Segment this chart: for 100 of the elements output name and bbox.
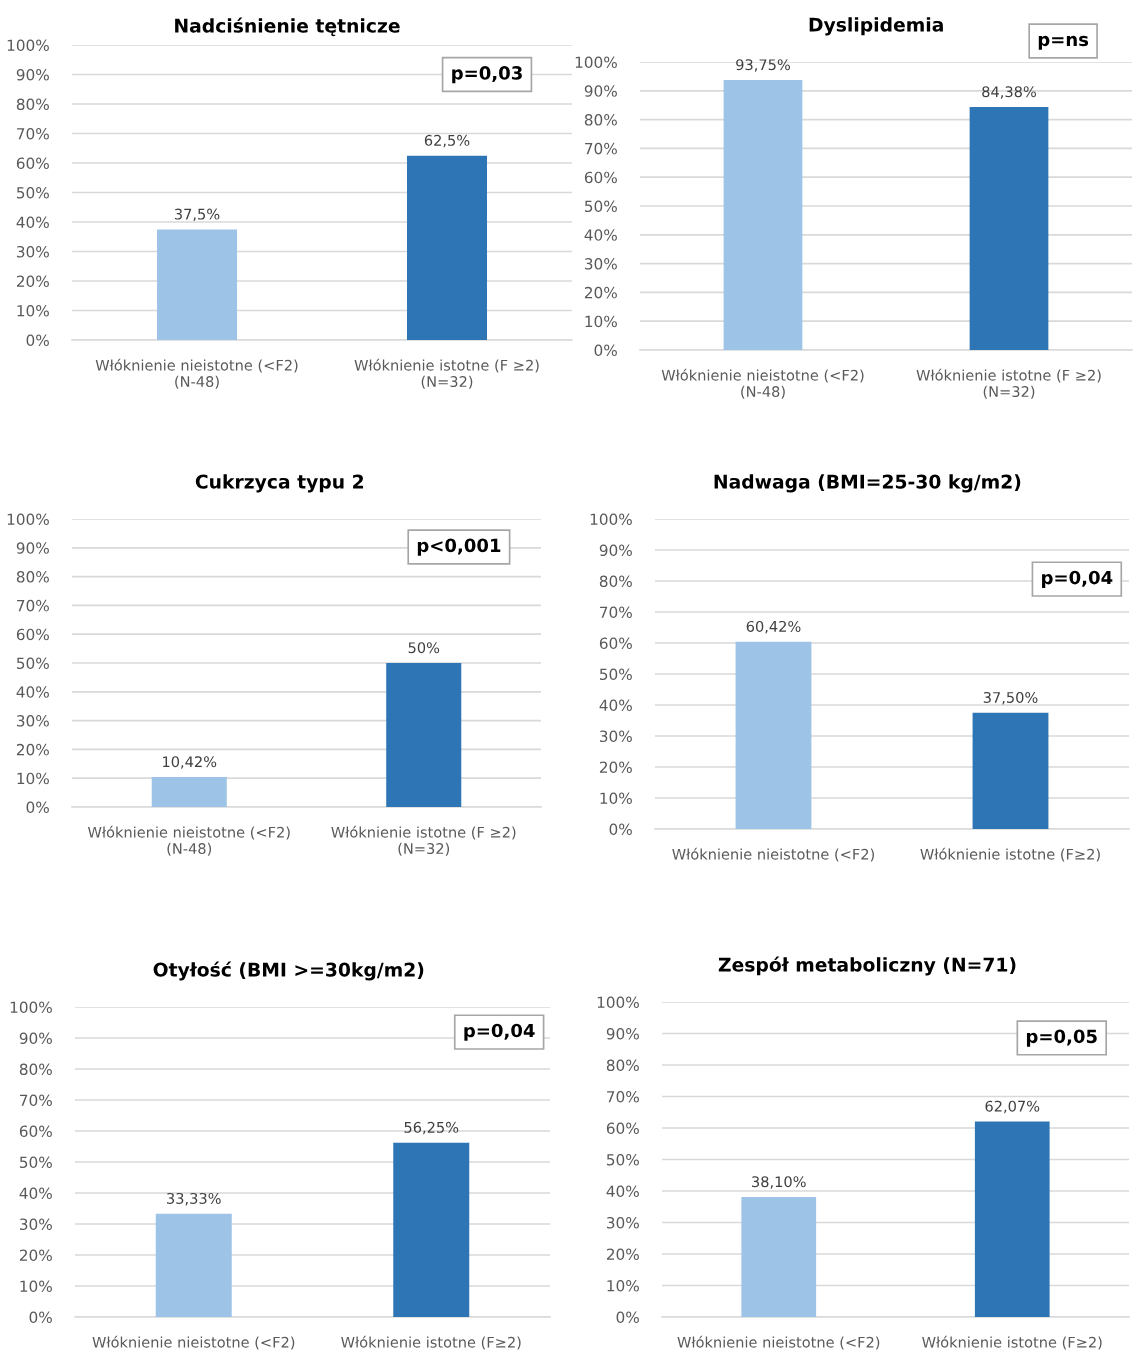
y-tick-label: 0%	[26, 334, 49, 347]
y-tick-label: 100%	[7, 39, 49, 52]
data-label: 84,38%	[982, 86, 1036, 99]
y-tick-label: 10%	[17, 304, 49, 317]
annotation: p=0,03	[452, 66, 522, 84]
y-tick-label: 20%	[16, 743, 49, 756]
y-tick-label: 30%	[19, 1218, 52, 1231]
x-tick-label: Włóknienie nieistotne (<F2)	[672, 847, 874, 862]
x-tick-label: Włóknienie istotne (F≥2)	[341, 1335, 521, 1350]
y-tick-label: 50%	[20, 1156, 52, 1169]
y-tick-label: 90%	[599, 544, 632, 557]
y-tick-label: 60%	[606, 1122, 639, 1135]
y-tick-label: 70%	[17, 599, 49, 612]
data-label: 56,25%	[404, 1121, 459, 1135]
data-label: 10,42%	[163, 756, 217, 769]
y-tick-label: 90%	[19, 1032, 52, 1045]
y-tick-label: 10%	[600, 792, 632, 805]
y-tick-label: 20%	[16, 275, 49, 288]
x-tick-label: Włóknienie istotne (F ≥2) (N=32)	[331, 825, 516, 856]
y-tick-label: 30%	[599, 730, 632, 743]
data-label: 62,5%	[424, 134, 470, 148]
y-tick-label: 80%	[599, 575, 632, 588]
y-tick-label: 60%	[16, 628, 49, 641]
y-tick-label: 60%	[599, 637, 632, 650]
y-tick-label: 0%	[29, 1311, 52, 1324]
y-tick-label: 50%	[607, 1153, 639, 1166]
y-tick-label: 100%	[10, 1001, 52, 1014]
chart-title: Otyłość (BMI >=30kg/m2)	[153, 961, 424, 981]
annotation: p=0,04	[464, 1023, 535, 1041]
x-tick-label: Włóknienie istotne (F≥2)	[920, 847, 1100, 862]
y-tick-label: 80%	[16, 571, 49, 583]
x-tick-label: Włóknienie nieistotne (<F2) (N-48)	[87, 825, 290, 856]
x-tick-label: Włóknienie istotne (F ≥2) (N=32)	[916, 368, 1101, 399]
data-label: 62,07%	[985, 1100, 1040, 1114]
y-tick-label: 50%	[600, 668, 632, 681]
y-tick-label: 100%	[575, 56, 617, 69]
y-tick-label: 0%	[616, 1311, 639, 1324]
data-label: 37,50%	[983, 691, 1038, 705]
y-tick-label: 10%	[20, 1280, 52, 1293]
chart-title: Zespół metaboliczny (N=71)	[718, 956, 1016, 976]
y-tick-label: 0%	[594, 344, 617, 357]
x-tick-label: Włóknienie istotne (F ≥2) (N=32)	[354, 358, 539, 389]
y-tick-label: 60%	[19, 1125, 52, 1138]
y-tick-label: 30%	[606, 1216, 639, 1229]
y-tick-label: 0%	[26, 801, 49, 814]
y-tick-label: 90%	[606, 1027, 639, 1040]
y-tick-label: 40%	[16, 216, 49, 229]
y-tick-label: 50%	[17, 186, 49, 199]
text: p=ns	[1038, 35, 1089, 50]
annotation: p=0,05	[1026, 1029, 1097, 1047]
x-tick-label: Włóknienie nieistotne (<F2) (N-48)	[95, 358, 298, 389]
y-tick-label: 10%	[585, 315, 617, 328]
y-tick-label: 90%	[16, 542, 49, 554]
annotation: p=0,04	[1042, 570, 1113, 588]
y-tick-label: 70%	[20, 1094, 52, 1107]
y-tick-label: 30%	[584, 258, 617, 270]
y-tick-label: 80%	[584, 114, 617, 126]
y-tick-label: 70%	[585, 142, 617, 155]
y-tick-label: 60%	[584, 171, 617, 184]
y-tick-label: 50%	[585, 200, 617, 213]
y-tick-label: 30%	[16, 245, 49, 258]
chart-title: Nadciśnienie tętnicze	[175, 17, 400, 37]
x-tick-label: Włóknienie nieistotne (<F2)	[677, 1335, 880, 1350]
y-tick-label: 90%	[584, 85, 617, 97]
y-tick-label: 100%	[7, 513, 49, 526]
y-tick-label: 40%	[16, 686, 49, 698]
y-tick-label: 70%	[600, 606, 632, 619]
data-label: 93,75%	[736, 59, 790, 72]
y-tick-label: 60%	[16, 157, 49, 170]
y-tick-label: 20%	[599, 761, 632, 774]
data-label: 37,5%	[174, 208, 220, 222]
y-tick-label: 80%	[606, 1059, 639, 1072]
y-tick-label: 100%	[590, 513, 632, 526]
y-tick-label: 30%	[16, 715, 49, 727]
y-tick-label: 90%	[16, 68, 49, 81]
chart-title: Dyslipidemia	[809, 17, 943, 36]
x-tick-label: Włóknienie nieistotne (<F2)	[92, 1335, 295, 1350]
y-tick-label: 20%	[19, 1249, 52, 1262]
chart-title: Cukrzyca typu 2	[195, 474, 364, 493]
y-tick-label: 100%	[597, 996, 639, 1009]
data-label: 60,42%	[746, 620, 801, 634]
x-tick-label: Włóknienie istotne (F≥2)	[922, 1335, 1102, 1350]
y-tick-label: 10%	[607, 1279, 639, 1292]
y-tick-label: 0%	[609, 823, 632, 836]
y-tick-label: 70%	[607, 1090, 639, 1103]
y-tick-label: 20%	[606, 1248, 639, 1261]
y-tick-label: 80%	[16, 98, 49, 111]
y-tick-label: 40%	[19, 1187, 52, 1200]
y-tick-label: 70%	[17, 127, 49, 140]
y-tick-label: 40%	[599, 699, 632, 712]
y-tick-label: 50%	[17, 657, 49, 670]
y-tick-label: 40%	[584, 229, 617, 241]
y-tick-label: 20%	[584, 286, 617, 299]
data-label: 38,10%	[752, 1176, 806, 1189]
x-tick-label: Włóknienie nieistotne (<F2) (N-48)	[661, 368, 864, 399]
chart-title: Nadwaga (BMI=25-30 kg/m2)	[714, 474, 1021, 493]
y-tick-label: 40%	[606, 1185, 639, 1198]
data-label: 50%	[408, 642, 440, 654]
y-tick-label: 80%	[19, 1063, 52, 1076]
data-label: 33,33%	[167, 1192, 221, 1206]
